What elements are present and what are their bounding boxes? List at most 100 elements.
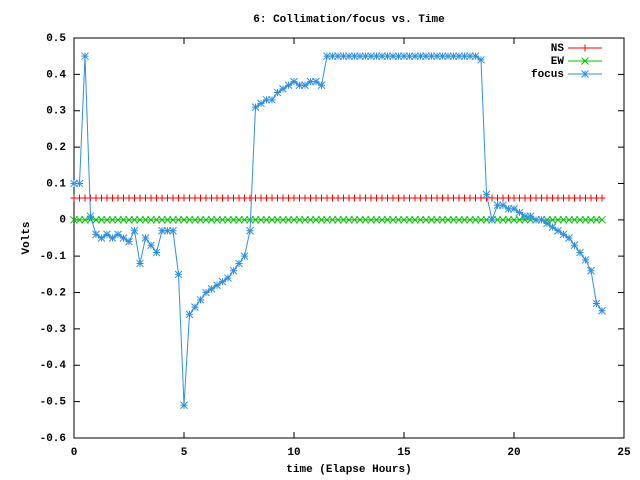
data-point bbox=[290, 77, 298, 86]
data-point bbox=[378, 52, 386, 61]
data-point bbox=[141, 234, 150, 242]
data-point bbox=[323, 52, 331, 61]
data-point bbox=[543, 219, 551, 228]
y-tick-label: 0.1 bbox=[46, 178, 66, 190]
data-point bbox=[499, 201, 507, 210]
x-axis-label: time (Elapse Hours) bbox=[286, 464, 411, 476]
data-point bbox=[163, 215, 172, 224]
data-point bbox=[191, 303, 199, 311]
legend-marker bbox=[581, 70, 589, 78]
data-point bbox=[361, 52, 370, 61]
data-point bbox=[548, 223, 557, 231]
data-point bbox=[334, 52, 342, 61]
data-point bbox=[537, 215, 546, 224]
data-point bbox=[411, 215, 419, 224]
data-point bbox=[554, 215, 562, 224]
data-point bbox=[317, 81, 326, 90]
data-point bbox=[174, 215, 183, 224]
data-point bbox=[598, 306, 606, 315]
data-point bbox=[70, 179, 78, 188]
data-point bbox=[422, 52, 430, 61]
data-point bbox=[92, 215, 100, 224]
data-point bbox=[570, 215, 579, 224]
x-tick-label: 5 bbox=[181, 447, 188, 459]
y-tick-label: 0.2 bbox=[46, 142, 66, 154]
data-point bbox=[196, 295, 205, 304]
data-point bbox=[592, 215, 601, 224]
data-point bbox=[213, 215, 221, 224]
data-point bbox=[246, 226, 254, 235]
data-point bbox=[559, 230, 568, 239]
data-point bbox=[229, 266, 238, 275]
data-point bbox=[306, 77, 315, 86]
data-point bbox=[262, 95, 271, 104]
data-point bbox=[581, 255, 590, 264]
data-point bbox=[81, 52, 89, 61]
data-point bbox=[389, 215, 397, 224]
data-point bbox=[510, 205, 518, 213]
data-point bbox=[70, 215, 78, 224]
data-point bbox=[356, 215, 364, 224]
data-point bbox=[499, 215, 507, 224]
data-point bbox=[86, 212, 95, 221]
data-point bbox=[279, 215, 287, 224]
data-point bbox=[207, 285, 216, 293]
data-point bbox=[295, 81, 304, 90]
y-tick-label: -0.4 bbox=[40, 360, 67, 372]
data-point bbox=[257, 99, 265, 108]
data-point bbox=[592, 299, 601, 308]
data-point bbox=[224, 215, 232, 224]
legend-label: NS bbox=[551, 43, 565, 55]
data-point bbox=[488, 215, 496, 224]
data-point bbox=[75, 215, 84, 224]
data-point bbox=[422, 215, 430, 224]
data-point bbox=[147, 215, 155, 224]
data-point bbox=[268, 95, 276, 104]
data-point bbox=[163, 226, 172, 235]
data-point bbox=[218, 215, 227, 224]
data-point bbox=[598, 194, 606, 202]
data-point bbox=[81, 215, 89, 224]
y-tick-label: -0.6 bbox=[40, 433, 66, 445]
data-point bbox=[438, 52, 447, 61]
data-point bbox=[372, 52, 381, 61]
data-point bbox=[400, 215, 408, 224]
data-point bbox=[191, 215, 199, 224]
chart-title: 6: Collimation/focus vs. Time bbox=[253, 14, 445, 26]
data-point bbox=[559, 215, 568, 224]
data-point bbox=[174, 270, 183, 279]
data-point bbox=[130, 226, 139, 235]
y-tick-label: -0.2 bbox=[40, 287, 66, 299]
legend-label: focus bbox=[531, 69, 564, 81]
x-tick-label: 25 bbox=[617, 447, 631, 459]
data-point bbox=[180, 401, 188, 410]
data-point bbox=[455, 215, 463, 224]
data-point bbox=[75, 179, 84, 188]
data-point bbox=[240, 252, 249, 261]
data-point bbox=[521, 212, 529, 221]
data-point bbox=[235, 215, 243, 224]
data-point bbox=[356, 52, 364, 61]
data-point bbox=[416, 215, 425, 224]
data-point bbox=[273, 215, 282, 224]
data-point bbox=[383, 215, 392, 224]
data-point bbox=[427, 215, 436, 224]
data-point bbox=[312, 215, 320, 224]
data-point bbox=[449, 52, 458, 61]
data-point bbox=[455, 52, 463, 61]
data-point bbox=[471, 215, 480, 224]
data-point bbox=[125, 237, 133, 246]
data-point bbox=[378, 215, 386, 224]
data-point bbox=[279, 85, 287, 93]
y-tick-label: 0.5 bbox=[46, 33, 66, 45]
data-point bbox=[444, 52, 452, 61]
data-point bbox=[136, 259, 144, 268]
x-tick-label: 20 bbox=[507, 447, 520, 459]
legend-label: EW bbox=[551, 56, 565, 68]
data-point bbox=[565, 234, 573, 242]
data-point bbox=[257, 215, 265, 224]
data-point bbox=[328, 215, 337, 224]
data-point bbox=[400, 52, 408, 61]
data-point bbox=[504, 205, 513, 213]
